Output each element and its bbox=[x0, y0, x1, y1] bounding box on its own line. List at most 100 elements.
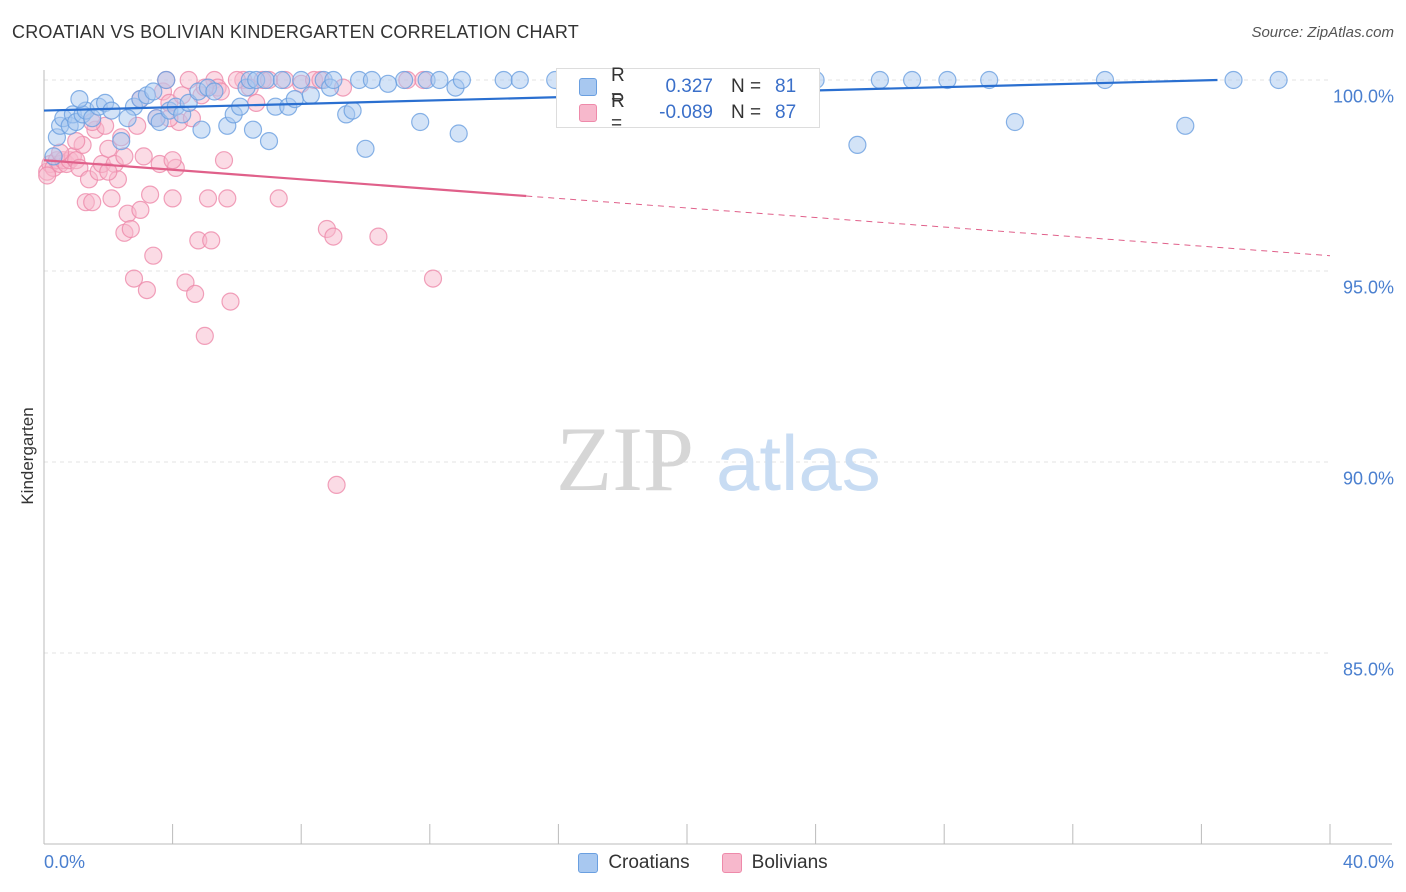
bolivians-point bbox=[144, 246, 163, 265]
croatians-point bbox=[494, 70, 513, 90]
croatians-point bbox=[378, 74, 398, 93]
croatians-point bbox=[157, 70, 176, 90]
croatians-point bbox=[848, 135, 867, 154]
axes bbox=[43, 70, 1392, 845]
stats-box: R = 0.327 N = 81 R = -0.089 N = 87 bbox=[556, 65, 820, 134]
bolivians-point bbox=[163, 151, 182, 170]
croatians-point bbox=[301, 86, 320, 105]
croatians-swatch bbox=[579, 78, 597, 96]
croatians-point bbox=[510, 70, 529, 90]
n-value: 87 bbox=[775, 102, 797, 123]
croatians-point bbox=[938, 70, 957, 90]
stats-row-bolivians: R = -0.089 N = 87 bbox=[579, 91, 797, 134]
croatians-point bbox=[292, 70, 311, 90]
bolivians-legend-swatch bbox=[721, 853, 742, 873]
croatians-point bbox=[243, 120, 263, 139]
source-label: Source: ZipAtlas.com bbox=[1251, 24, 1394, 41]
croatians-point bbox=[205, 82, 224, 101]
watermark-zip: ZIP bbox=[556, 408, 694, 510]
y-tick-label: 85.0% bbox=[1342, 659, 1394, 680]
croatians-point bbox=[449, 124, 468, 143]
croatians-point bbox=[272, 70, 291, 90]
n-label: N = bbox=[731, 102, 762, 123]
bolivians-point bbox=[99, 162, 118, 181]
croatians-point bbox=[1095, 70, 1115, 90]
croatians-point bbox=[192, 120, 211, 139]
bolivians-point bbox=[369, 227, 388, 246]
croatians-point bbox=[980, 70, 999, 90]
croatians-legend-swatch bbox=[578, 853, 599, 873]
croatians-point bbox=[356, 139, 375, 158]
croatians-point bbox=[256, 70, 275, 90]
watermark-atlas: atlas bbox=[716, 419, 881, 507]
stats-row-croatians: R = 0.327 N = 81 bbox=[579, 65, 797, 108]
y-tick-label: 95.0% bbox=[1342, 277, 1394, 298]
bolivians-point bbox=[218, 189, 237, 208]
croatians-point bbox=[362, 70, 381, 90]
r-value: -0.089 bbox=[659, 102, 713, 123]
bolivians-point bbox=[134, 147, 153, 166]
bolivians-point bbox=[198, 189, 218, 208]
croatians-point bbox=[452, 70, 471, 90]
grid-lines bbox=[44, 79, 1330, 654]
bolivians-point bbox=[214, 151, 234, 170]
r-value: 0.327 bbox=[665, 76, 713, 97]
croatians-point bbox=[430, 70, 449, 90]
croatians-point bbox=[343, 101, 362, 120]
y-axis-label: Kindergarten bbox=[18, 407, 37, 505]
legend-item-croatians[interactable]: Croatians bbox=[578, 852, 690, 874]
croatians-point bbox=[411, 112, 430, 132]
y-tick-label: 90.0% bbox=[1342, 468, 1394, 489]
croatians-point bbox=[70, 89, 89, 109]
chart-title: CROATIAN VS BOLIVIAN KINDERGARTEN CORREL… bbox=[12, 22, 579, 42]
croatians-point bbox=[112, 132, 131, 151]
bolivians-point bbox=[195, 326, 214, 345]
bolivians-point bbox=[124, 269, 144, 288]
bolivians-point bbox=[67, 132, 86, 151]
croatians-point bbox=[259, 132, 279, 151]
legend: Croatians Bolivians bbox=[0, 852, 1406, 874]
bolivians-point bbox=[137, 281, 156, 300]
croatians-point bbox=[324, 70, 343, 90]
n-value: 81 bbox=[775, 76, 797, 97]
croatians-point bbox=[1005, 112, 1025, 132]
bolivians-point bbox=[38, 166, 57, 185]
bolivians-point bbox=[102, 189, 121, 208]
legend-label: Croatians bbox=[608, 852, 690, 873]
bolivians-point bbox=[327, 475, 346, 494]
x-tick-label: 40.0% bbox=[1342, 852, 1394, 872]
bolivians-point bbox=[202, 231, 221, 250]
croatians-point bbox=[395, 70, 414, 90]
croatians-point bbox=[1176, 116, 1195, 135]
croatians-point bbox=[1224, 70, 1243, 90]
bolivians-point bbox=[163, 189, 182, 208]
bolivians-swatch bbox=[579, 104, 597, 122]
bolivians-trend-line-extension bbox=[526, 195, 1331, 257]
bolivians-point bbox=[83, 193, 102, 212]
r-label: R = bbox=[611, 65, 625, 108]
bolivians-point bbox=[186, 284, 205, 303]
bolivians-point bbox=[131, 200, 150, 219]
y-tick-label: 100.0% bbox=[1332, 86, 1394, 107]
croatians-point bbox=[102, 101, 121, 120]
legend-label: Bolivians bbox=[751, 852, 828, 873]
croatians-point bbox=[902, 70, 922, 90]
croatians-point bbox=[144, 82, 163, 101]
bolivians-point bbox=[324, 227, 343, 246]
bolivians-point bbox=[247, 93, 266, 113]
r-label: R = bbox=[611, 91, 625, 134]
croatians-point bbox=[870, 70, 890, 90]
bolivians-point bbox=[423, 269, 443, 288]
bolivians-points bbox=[38, 70, 443, 494]
bolivians-point bbox=[269, 189, 288, 208]
bolivians-point bbox=[115, 147, 134, 166]
bolivians-point bbox=[121, 219, 140, 239]
bolivians-point bbox=[141, 185, 160, 204]
n-label: N = bbox=[731, 76, 762, 97]
croatians-point bbox=[118, 109, 137, 128]
bolivians-point bbox=[221, 292, 240, 311]
legend-item-bolivians[interactable]: Bolivians bbox=[721, 852, 828, 874]
croatians-point bbox=[1269, 70, 1288, 90]
bolivians-trend-line bbox=[43, 159, 527, 198]
